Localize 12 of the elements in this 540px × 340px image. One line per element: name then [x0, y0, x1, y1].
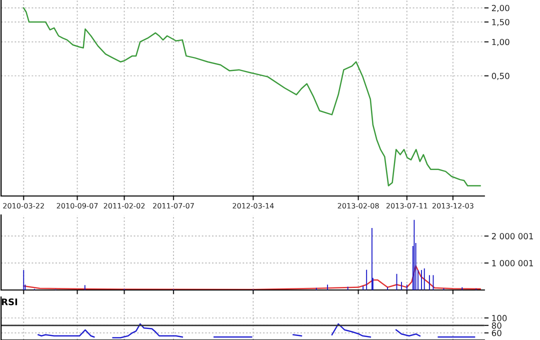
y-tick-label: 60 — [492, 330, 502, 336]
y-tick-label: 1,00 — [492, 38, 510, 46]
line-series — [23, 265, 481, 290]
line-series — [23, 7, 481, 186]
chart-title: RSI — [2, 298, 18, 306]
y-tick-label: 80 — [492, 322, 502, 329]
y-tick-label: 1,50 — [492, 18, 510, 26]
y-tick-label: 2,00 — [492, 4, 510, 12]
y-tick-label: 0,50 — [492, 72, 510, 80]
y-tick-label: 100 — [492, 314, 507, 322]
y-tick-label: 2 000 001 — [492, 233, 533, 240]
y-tick-label: 1 000 001 — [492, 260, 533, 266]
